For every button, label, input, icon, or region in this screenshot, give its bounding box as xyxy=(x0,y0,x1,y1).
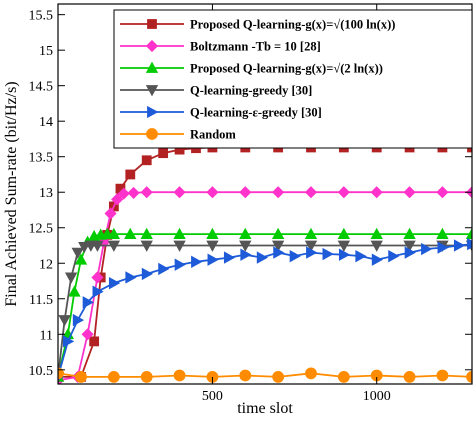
y-tick-label: 10.5 xyxy=(29,364,54,379)
data-point xyxy=(404,371,415,382)
data-point xyxy=(142,156,151,165)
legend-label: Boltzmann -Tb = 10 [28] xyxy=(190,40,321,54)
y-tick-label: 11.5 xyxy=(29,293,53,308)
y-tick-label: 14 xyxy=(39,115,53,130)
y-tick-label: 13 xyxy=(39,186,53,201)
data-point xyxy=(90,337,99,346)
y-tick-label: 13.5 xyxy=(29,151,54,166)
legend-label: Q-learning-greedy [30] xyxy=(190,84,312,98)
legend-label: Proposed Q-learning-g(x)=√(100 ln(x)) xyxy=(190,18,395,32)
data-point xyxy=(159,149,168,158)
data-point xyxy=(76,371,87,382)
legend-label: Proposed Q-learning-g(x)=√(2 ln(x)) xyxy=(190,62,383,76)
x-tick-label: 500 xyxy=(202,389,223,404)
legend: Proposed Q-learning-g(x)=√(100 ln(x)) Bol… xyxy=(114,10,472,148)
y-tick-label: 12 xyxy=(39,257,53,272)
data-point xyxy=(306,368,317,379)
data-point xyxy=(240,370,251,381)
legend-marker xyxy=(147,129,158,140)
data-point xyxy=(437,370,448,381)
y-tick-label: 15.5 xyxy=(29,9,54,24)
data-point xyxy=(141,371,152,382)
y-tick-label: 14.5 xyxy=(29,80,54,95)
x-tick-label: 1000 xyxy=(363,389,391,404)
data-point xyxy=(108,371,119,382)
x-axis-title: time slot xyxy=(237,400,293,417)
data-point xyxy=(273,371,284,382)
legend-marker xyxy=(148,20,157,29)
data-point xyxy=(174,370,185,381)
data-point xyxy=(126,170,135,179)
legend-label: Random xyxy=(190,128,236,142)
y-tick-label: 11 xyxy=(40,328,53,343)
y-tick-label: 12.5 xyxy=(29,222,54,237)
data-point xyxy=(338,371,349,382)
y-axis-title: Final Achieved Sum-rate (bit/Hz/s) xyxy=(3,81,20,306)
y-tick-label: 15 xyxy=(39,44,53,59)
legend-label: Q-learning-ε-greedy [30] xyxy=(190,106,322,120)
